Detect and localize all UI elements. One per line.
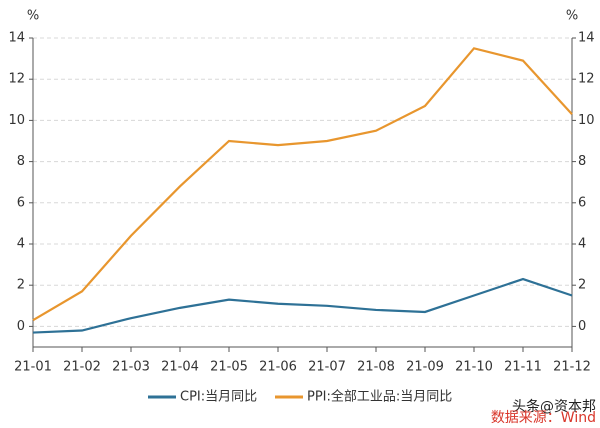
y-tick-label: 8 [17, 154, 25, 169]
x-tick-label: 21-03 [112, 360, 150, 375]
x-tick-label: 21-09 [406, 360, 444, 375]
series-line [32, 277, 573, 334]
x-tick-label: 21-10 [455, 360, 493, 375]
y2-tick-label: 14 [578, 31, 595, 46]
y2-unit: % [566, 9, 578, 24]
x-tick-label: 21-04 [161, 360, 199, 375]
x-tick-label: 21-06 [259, 360, 297, 375]
y2-tick-label: 10 [578, 113, 595, 128]
x-tick-label: 21-05 [210, 360, 248, 375]
x-tick-label: 21-11 [504, 360, 542, 375]
y-tick-label: 12 [8, 72, 25, 87]
y2-tick-label: 4 [578, 237, 586, 252]
y-tick-label: 10 [8, 113, 25, 128]
y-tick-label: 14 [8, 31, 25, 46]
x-tick-label: 21-01 [14, 360, 52, 375]
x-tick-label: 21-07 [308, 360, 346, 375]
source-note: 数据来源：Wind [491, 410, 596, 426]
y-tick-label: 0 [17, 319, 25, 334]
y-tick-label: 6 [17, 195, 25, 210]
y-tick-label: 2 [17, 278, 25, 293]
legend-label: CPI:当月同比 [180, 390, 257, 405]
y2-tick-label: 6 [578, 195, 586, 210]
y2-tick-label: 8 [578, 154, 586, 169]
y2-tick-label: 12 [578, 72, 595, 87]
y-unit: % [27, 9, 39, 24]
watermark: 头条@资本邦 [512, 398, 596, 415]
y-tick-label: 4 [17, 237, 25, 252]
x-tick-label: 21-08 [357, 360, 395, 375]
y2-tick-label: 0 [578, 319, 586, 334]
legend-label: PPI:全部工业品:当月同比 [307, 389, 452, 405]
x-tick-label: 21-02 [63, 360, 101, 375]
series-line [32, 47, 573, 322]
x-tick-label: 21-12 [553, 360, 591, 375]
y2-tick-label: 2 [578, 278, 586, 293]
